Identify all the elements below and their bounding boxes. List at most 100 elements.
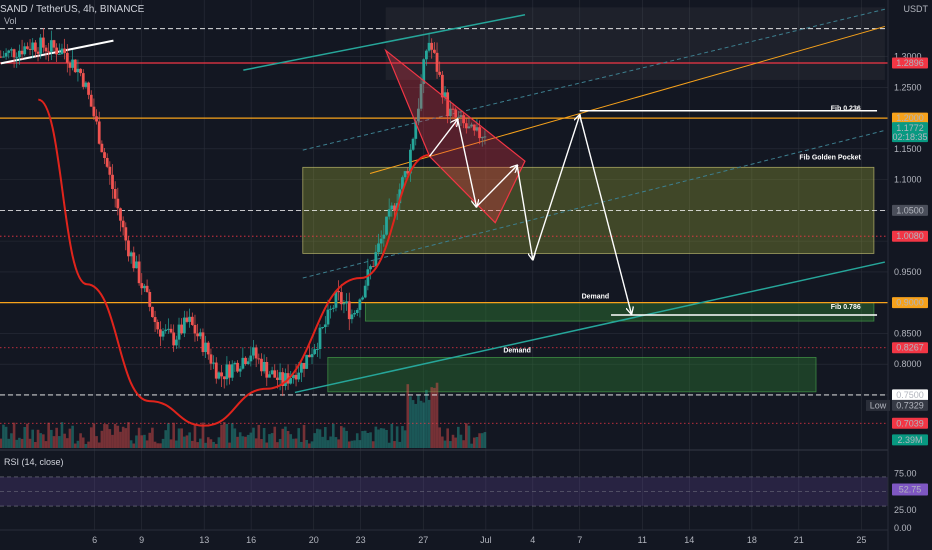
rsi-label: RSI (14, close): [4, 457, 64, 467]
x-tick-label: Jul: [480, 535, 492, 545]
volume-bar: [127, 422, 130, 448]
candle-body: [278, 372, 282, 380]
candle-body: [63, 48, 67, 53]
candle-body: [47, 51, 51, 53]
price-tag-bg: [892, 297, 928, 309]
volume-bar: [308, 443, 311, 448]
volume-bar: [238, 432, 242, 448]
y-tick-label: 0.9500: [894, 267, 922, 277]
candle-body: [65, 52, 69, 63]
candle-body: [7, 50, 11, 53]
rsi-tick: 25.00: [894, 505, 917, 515]
candle-body: [2, 56, 5, 58]
candle-body: [201, 332, 205, 353]
price-tag-countdown: 02:18:35: [892, 132, 927, 142]
x-tick-label: 6: [92, 535, 97, 545]
candle-body: [244, 357, 247, 365]
x-tick-label: 13: [199, 535, 209, 545]
candle-body: [326, 309, 330, 325]
volume-bar: [313, 433, 316, 448]
volume-bar: [201, 422, 205, 448]
volume-bar: [302, 424, 306, 448]
volume-bar: [472, 437, 476, 448]
zone-label-1: Fib Golden Pocket: [799, 154, 861, 161]
candle-body: [161, 331, 165, 337]
price-tag-bg: [892, 230, 928, 242]
tag-prefix-bg: [866, 399, 890, 411]
volume-bar: [337, 439, 340, 448]
volume-bar: [451, 434, 455, 448]
volume-bar: [28, 438, 32, 448]
candle-body: [25, 46, 29, 49]
candle-body: [196, 333, 200, 337]
price-tag-bg: [892, 122, 928, 143]
volume-bar: [97, 442, 101, 448]
candle-body: [4, 52, 8, 57]
volume-bar: [47, 422, 50, 448]
volume-bar: [55, 427, 58, 448]
volume-bar: [329, 436, 332, 448]
volume-bar: [435, 382, 439, 448]
candle-body: [262, 362, 266, 372]
candle-body: [411, 138, 415, 150]
volume-bar: [345, 430, 348, 448]
volume-bar: [236, 436, 239, 448]
price-tag: 0.7329: [896, 400, 924, 410]
candle-body: [105, 157, 109, 167]
zone-1: [364, 302, 875, 322]
candle-body: [260, 358, 263, 372]
candle-body: [252, 347, 255, 356]
volume-bar: [406, 384, 410, 448]
volume-bar: [31, 429, 35, 448]
volume-bar: [425, 389, 428, 448]
x-tick-label: 27: [418, 535, 428, 545]
candle-body: [222, 376, 226, 380]
volume-bar: [212, 441, 215, 448]
candle-body: [204, 342, 208, 353]
candle-body: [270, 370, 274, 375]
volume-bar: [441, 436, 444, 448]
volume-bar: [433, 387, 436, 448]
x-tick-label: 11: [638, 535, 647, 545]
volume-bar: [281, 428, 285, 448]
candle-body: [291, 374, 295, 378]
candle-body: [12, 49, 16, 58]
candle-body: [345, 301, 348, 304]
candle-body: [137, 261, 141, 284]
zone-label-2: Demand: [582, 293, 610, 300]
candle-body: [49, 40, 53, 52]
candle-body: [254, 347, 258, 359]
candle-body: [403, 171, 407, 178]
volume-bar: [20, 438, 24, 448]
volume-bar: [214, 443, 218, 448]
candle-body: [331, 307, 335, 309]
x-tick-label: 9: [139, 535, 144, 545]
volume-bar: [23, 426, 27, 448]
zone-label-4: Demand: [503, 347, 531, 354]
price-tag-bg: [892, 57, 928, 69]
volume-bar: [475, 437, 479, 448]
volume-bar: [4, 426, 8, 448]
volume-bar: [254, 438, 258, 448]
candle-body: [228, 364, 231, 378]
candle-body: [454, 109, 458, 118]
volume-bar: [262, 427, 266, 448]
candle-body: [284, 373, 287, 386]
price-tag: 2.39M: [897, 435, 922, 445]
volume-bar: [278, 438, 282, 448]
volume-bar: [44, 441, 48, 448]
candle-body: [140, 283, 144, 289]
candle-body: [323, 324, 327, 328]
candle-body: [478, 127, 481, 139]
volume-bar: [366, 432, 370, 448]
volume-bar: [358, 440, 362, 448]
volume-bar: [81, 437, 85, 448]
price-tag-bg: [892, 434, 928, 446]
candle-body: [225, 364, 229, 380]
volume-bar: [198, 438, 202, 448]
y-tick-label: 1.1500: [894, 144, 922, 154]
candle-body: [113, 188, 117, 199]
candle-body: [350, 314, 354, 320]
candle-body: [417, 108, 420, 122]
